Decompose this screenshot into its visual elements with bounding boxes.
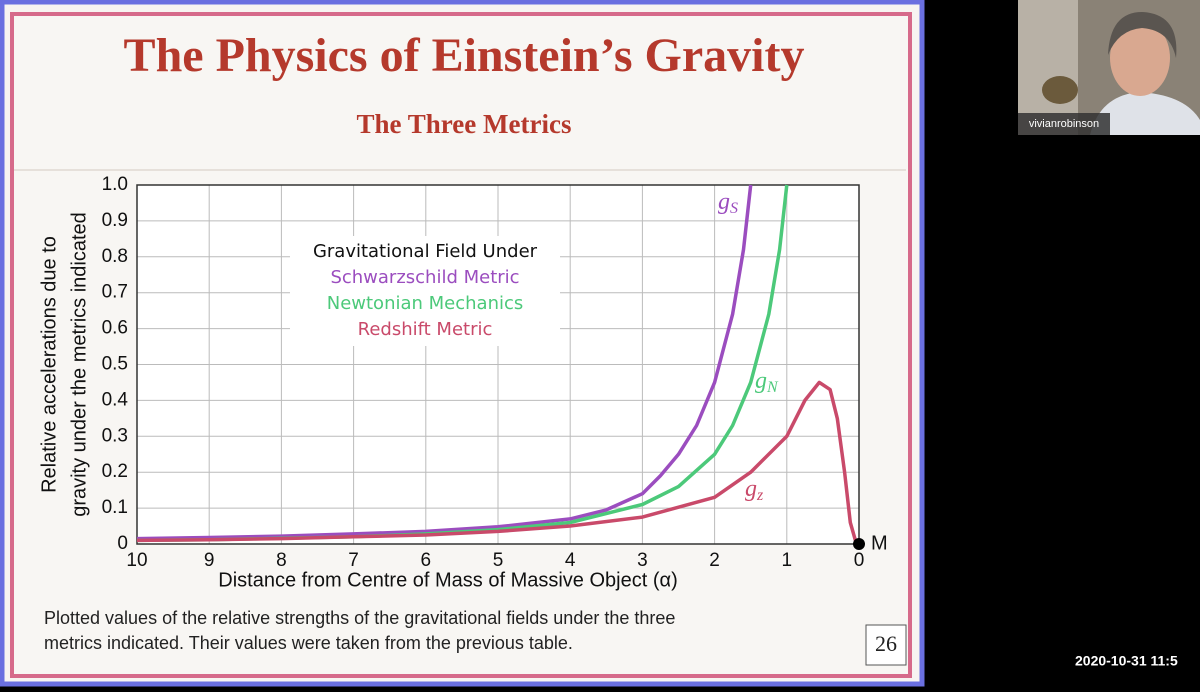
y-axis-label: Relative accelerations due to bbox=[38, 236, 60, 493]
timestamp: 2020-10-31 11:5 bbox=[1075, 653, 1178, 669]
caption-line: metrics indicated. Their values were tak… bbox=[44, 633, 573, 653]
plot-frame bbox=[136, 184, 860, 545]
webcam-tile: vivianrobinson bbox=[1018, 0, 1200, 135]
legend-entry: Schwarzschild Metric bbox=[330, 267, 519, 288]
y-axis-label: gravity under the metrics indicated bbox=[68, 212, 90, 517]
curve-label-sub: N bbox=[766, 379, 779, 396]
origin-label: M bbox=[871, 532, 888, 554]
y-tick-label: 0 bbox=[117, 533, 128, 554]
x-tick-label: 9 bbox=[204, 550, 215, 571]
page-number-box bbox=[865, 624, 907, 666]
y-tick-label: 0.4 bbox=[102, 389, 129, 410]
y-tick-label: 0.1 bbox=[102, 497, 128, 518]
webcam-wall bbox=[1018, 0, 1078, 135]
curve-label-main: g bbox=[718, 189, 730, 215]
page-number: 26 bbox=[875, 631, 897, 656]
legend-box bbox=[290, 236, 560, 346]
x-tick-label: 10 bbox=[126, 550, 147, 571]
y-tick-label: 0.6 bbox=[102, 318, 128, 339]
legend-title: Gravitational Field Under bbox=[313, 241, 538, 262]
curve-label: gN bbox=[755, 368, 779, 396]
webcam-person-body bbox=[1090, 92, 1200, 135]
series-line bbox=[136, 380, 861, 546]
curve-label-main: g bbox=[755, 368, 767, 394]
x-tick-label: 5 bbox=[493, 550, 504, 571]
y-tick-label: 0.8 bbox=[102, 246, 128, 267]
webcam-object bbox=[1042, 76, 1078, 104]
x-tick-label: 2 bbox=[709, 550, 720, 571]
slide-title: The Physics of Einstein’s Gravity bbox=[124, 29, 805, 82]
curve-label-main: g bbox=[745, 476, 757, 502]
legend-entry: Redshift Metric bbox=[358, 319, 493, 340]
slide-subtitle: The Three Metrics bbox=[357, 109, 572, 139]
origin-marker bbox=[853, 538, 865, 550]
x-tick-label: 6 bbox=[421, 550, 432, 571]
curve-label-sub: S bbox=[730, 200, 738, 217]
y-tick-label: 0.3 bbox=[102, 425, 128, 446]
curve-label: gS bbox=[718, 189, 738, 217]
webcam-person-hair bbox=[1108, 12, 1177, 58]
x-axis-label: Distance from Centre of Mass of Massive … bbox=[218, 569, 677, 591]
webcam-person-face bbox=[1110, 20, 1170, 96]
legend-entry: Newtonian Mechanics bbox=[327, 293, 524, 314]
participant-name: vivianrobinson bbox=[1029, 118, 1099, 130]
series-line bbox=[136, 184, 753, 541]
x-tick-label: 3 bbox=[637, 550, 648, 571]
caption-line: Plotted values of the relative strengths… bbox=[44, 608, 675, 628]
x-tick-label: 7 bbox=[348, 550, 359, 571]
curve-label: gz bbox=[745, 476, 764, 504]
x-tick-label: 0 bbox=[854, 550, 865, 571]
y-tick-label: 0.9 bbox=[102, 210, 128, 231]
x-tick-label: 4 bbox=[565, 550, 576, 571]
x-tick-label: 8 bbox=[276, 550, 287, 571]
curve-label-sub: z bbox=[756, 487, 764, 504]
name-tag bbox=[1018, 113, 1110, 135]
y-tick-label: 0.7 bbox=[102, 282, 128, 303]
y-tick-label: 0.5 bbox=[102, 354, 128, 375]
y-tick-label: 1.0 bbox=[102, 174, 128, 195]
x-tick-label: 1 bbox=[782, 550, 793, 571]
y-tick-label: 0.2 bbox=[102, 461, 128, 482]
